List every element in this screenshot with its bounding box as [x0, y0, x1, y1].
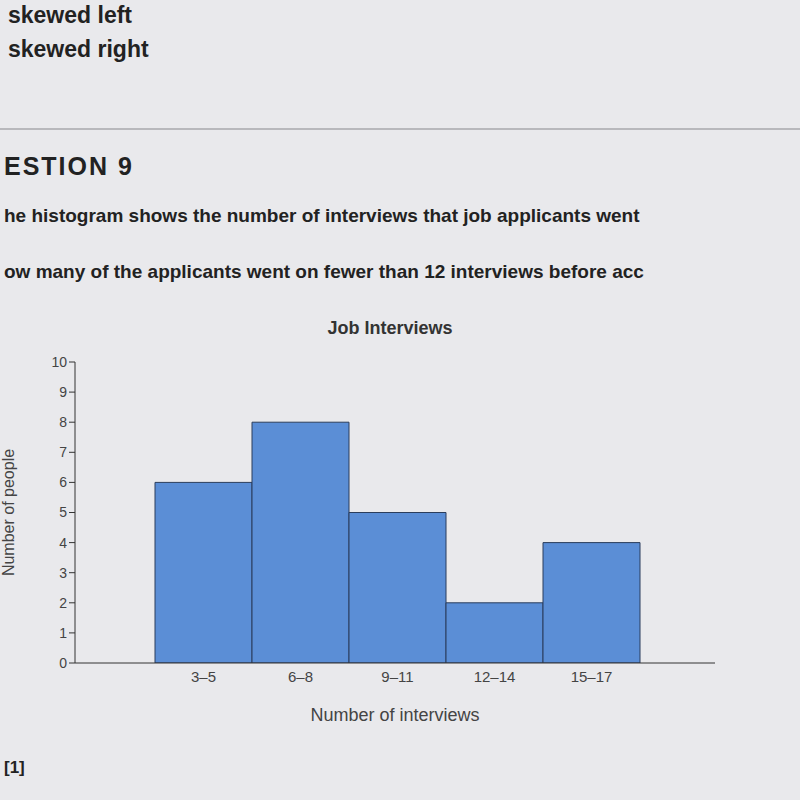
svg-text:1: 1	[59, 625, 67, 641]
svg-text:3: 3	[59, 565, 67, 581]
svg-text:Number of interviews: Number of interviews	[310, 705, 479, 725]
svg-text:2: 2	[59, 595, 67, 611]
svg-text:0: 0	[59, 655, 67, 671]
html-text:Job Interviews: Job Interviews	[327, 318, 453, 338]
svg-text:6–8: 6–8	[288, 668, 313, 685]
svg-text:9: 9	[59, 384, 67, 400]
svg-text:15–17: 15–17	[571, 668, 613, 685]
svg-text:9–11: 9–11	[381, 668, 413, 685]
svg-text:3–5: 3–5	[191, 668, 216, 685]
svg-text:8: 8	[59, 414, 67, 430]
svg-text:10: 10	[51, 354, 67, 370]
html-text:ow many of the applicants went: ow many of the applicants went on fewer …	[4, 261, 644, 282]
svg-text:4: 4	[59, 535, 67, 551]
svg-text:Number of people: Number of people	[8, 449, 17, 576]
html-text:skewed left: skewed left	[8, 2, 132, 28]
html-text:[1]: [1]	[4, 758, 25, 777]
svg-text:12–14: 12–14	[474, 668, 516, 685]
html-text:he histogram shows the number: he histogram shows the number of intervi…	[4, 205, 640, 226]
svg-text:7: 7	[59, 444, 67, 460]
svg-text:6: 6	[59, 474, 67, 490]
html-text:ESTION 9: ESTION 9	[4, 152, 134, 180]
svg-text:5: 5	[59, 504, 67, 520]
html-text:skewed right: skewed right	[8, 36, 149, 62]
